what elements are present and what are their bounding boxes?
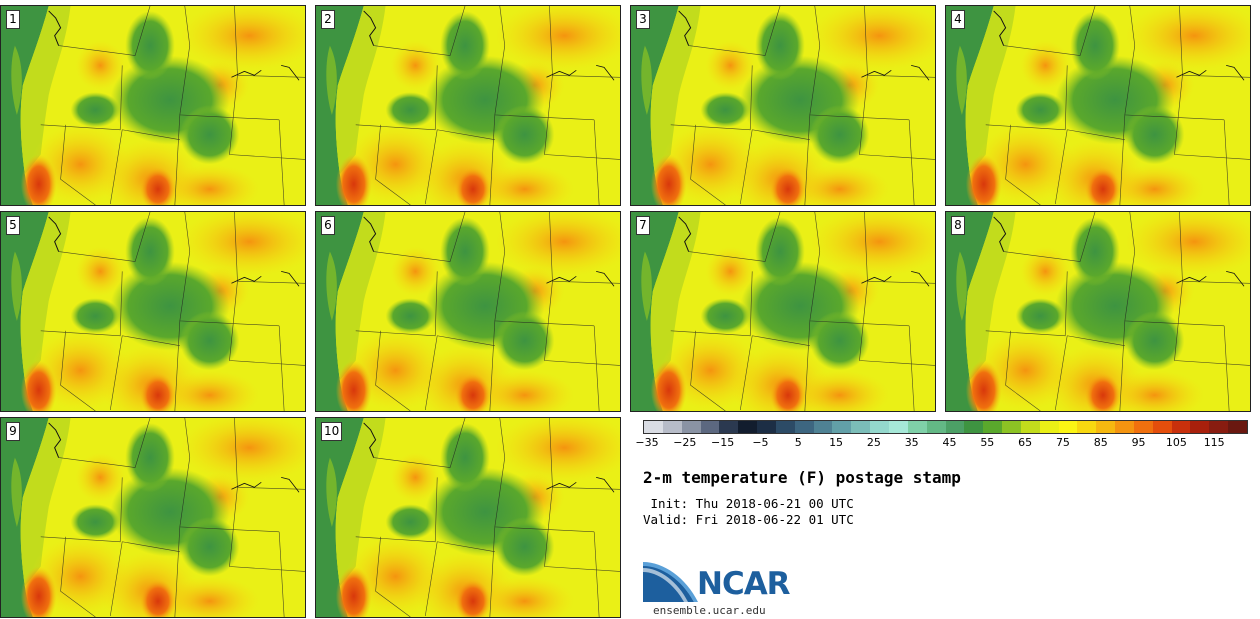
member-number: 9: [6, 422, 20, 441]
colorbar-tick-label: 75: [1055, 436, 1070, 449]
temperature-map: [316, 6, 620, 205]
colorbar-tick-label: −15: [711, 436, 735, 449]
colorbar-cell: [945, 421, 965, 433]
stamp-panel: 4: [945, 5, 1251, 206]
stamp-panel: 5: [0, 211, 306, 412]
colorbar-cell: [757, 421, 776, 433]
stamp-panel: 9: [0, 417, 306, 618]
colorbar-cell: [1152, 421, 1172, 433]
colorbar-cell: [888, 421, 908, 433]
colorbar-tick-label: 95: [1131, 436, 1146, 449]
colorbar-tick-label: −25: [673, 436, 697, 449]
colorbar-tick-label: 115: [1203, 436, 1225, 449]
member-number: 10: [321, 422, 343, 441]
colorbar-tick-label: 15: [829, 436, 844, 449]
temperature-map: [631, 6, 935, 205]
colorbar-cell: [1096, 421, 1116, 433]
stamp-panel: 2: [315, 5, 621, 206]
member-number: 6: [321, 216, 335, 235]
colorbar-cell: [1171, 421, 1191, 433]
colorbar-cell: [700, 421, 720, 433]
colorbar-cell: [644, 421, 663, 433]
colorbar-cell: [1077, 421, 1097, 433]
colorbar-cell: [983, 421, 1003, 433]
temperature-map: [1, 6, 305, 205]
colorbar-cell: [870, 421, 889, 433]
temperature-map: [316, 418, 620, 617]
colorbar-tick-label: 5: [794, 436, 802, 449]
colorbar-cell: [794, 421, 814, 433]
colorbar-cell: [719, 421, 739, 433]
colorbar-cell: [851, 421, 871, 433]
logo-text: NCAR: [697, 566, 791, 602]
chart-title: 2-m temperature (F) postage stamp: [643, 468, 961, 487]
temperature-colorbar: [643, 420, 1248, 434]
member-number: 7: [636, 216, 650, 235]
colorbar-tick-label: 65: [1018, 436, 1033, 449]
colorbar-cell: [738, 421, 758, 433]
stamp-panel: 1: [0, 5, 306, 206]
ncar-logo-icon: [643, 562, 698, 602]
colorbar-tick-label: 35: [904, 436, 919, 449]
colorbar-cell: [1115, 421, 1134, 433]
colorbar-ticks: −35 −25 −15 −5 5 15 25 35 45 55 65 75 85 95 105 115: [635, 436, 1248, 452]
colorbar-tick-label: 105: [1165, 436, 1187, 449]
colorbar-cell: [964, 421, 984, 433]
member-number: 8: [951, 216, 965, 235]
stamp-panel: 7: [630, 211, 936, 412]
temperature-map: [1, 418, 305, 617]
stamp-panel: 10: [315, 417, 621, 618]
stamp-panel: 8: [945, 211, 1251, 412]
colorbar-cell: [1133, 421, 1153, 433]
colorbar-cell: [1020, 421, 1040, 433]
temperature-map: [946, 212, 1250, 411]
colorbar-cell: [813, 421, 833, 433]
colorbar-cell: [926, 421, 946, 433]
temperature-map: [1, 212, 305, 411]
init-time: Init: Thu 2018-06-21 00 UTC: [643, 496, 854, 511]
valid-time: Valid: Fri 2018-06-22 01 UTC: [643, 512, 854, 527]
member-number: 5: [6, 216, 20, 235]
member-number: 4: [951, 10, 965, 29]
colorbar-cell: [832, 421, 852, 433]
colorbar-cell: [775, 421, 795, 433]
colorbar-cell: [1228, 421, 1247, 433]
colorbar-cell: [662, 421, 682, 433]
member-number: 2: [321, 10, 335, 29]
colorbar-cell: [1190, 421, 1210, 433]
colorbar-cell: [1002, 421, 1021, 433]
member-number: 3: [636, 10, 650, 29]
colorbar-cell: [907, 421, 927, 433]
colorbar-tick-label: 85: [1093, 436, 1108, 449]
colorbar-tick-label: −35: [635, 436, 659, 449]
colorbar-cell: [681, 421, 701, 433]
stamp-panel: 6: [315, 211, 621, 412]
site-url[interactable]: ensemble.ucar.edu: [653, 604, 766, 617]
temperature-map: [946, 6, 1250, 205]
colorbar-tick-label: 55: [980, 436, 995, 449]
temperature-map: [631, 212, 935, 411]
member-number: 1: [6, 10, 20, 29]
colorbar-cell: [1058, 421, 1078, 433]
colorbar-cell: [1209, 421, 1229, 433]
temperature-map: [316, 212, 620, 411]
colorbar-tick-label: −5: [752, 436, 769, 449]
colorbar-tick-label: 25: [866, 436, 881, 449]
colorbar-tick-label: 45: [942, 436, 957, 449]
stamp-panel: 3: [630, 5, 936, 206]
colorbar-cell: [1039, 421, 1059, 433]
